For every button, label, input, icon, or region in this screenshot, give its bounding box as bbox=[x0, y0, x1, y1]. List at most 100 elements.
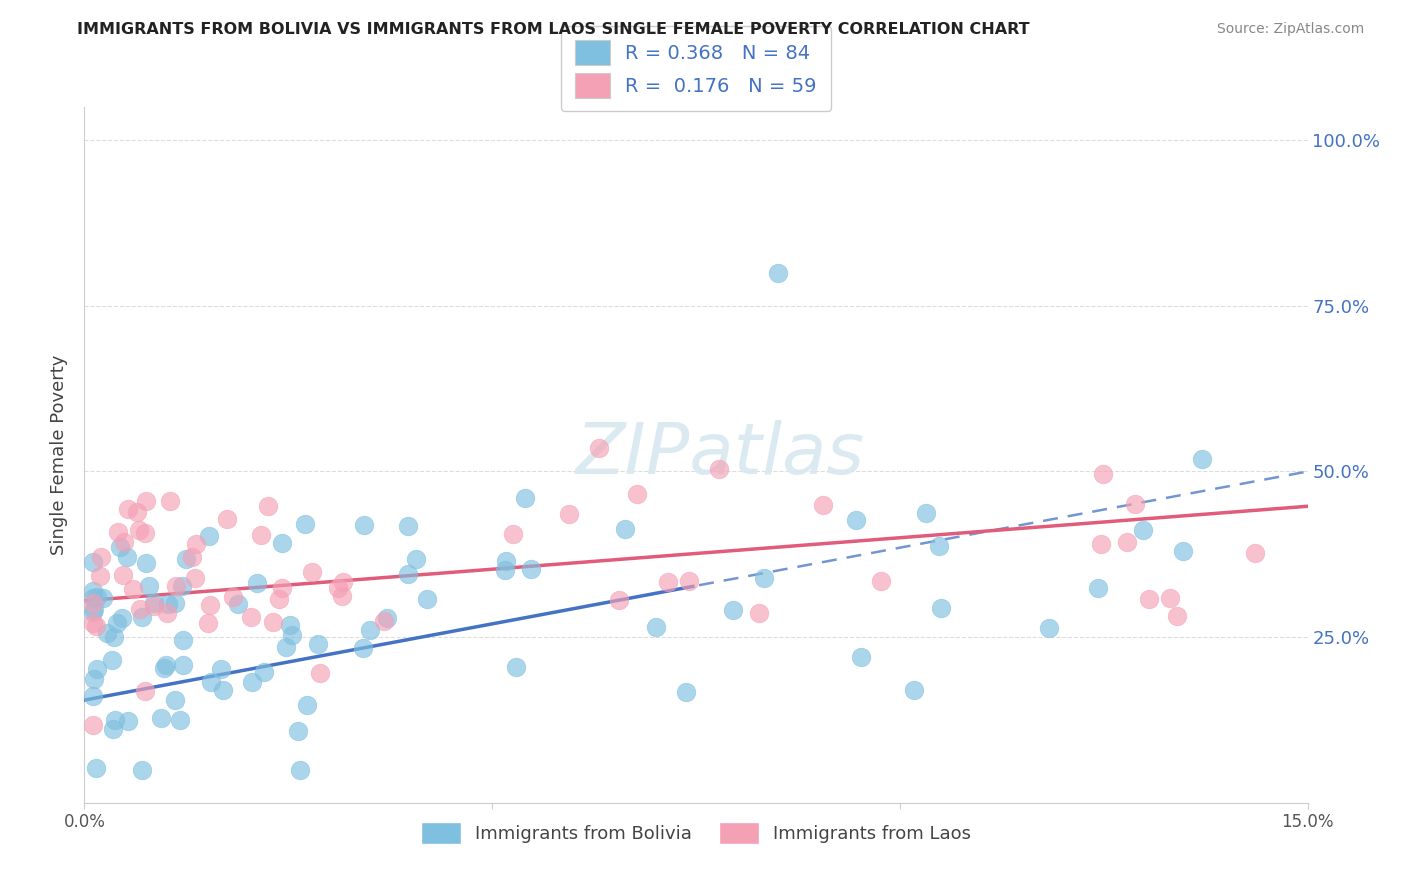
Point bbox=[107, 525, 129, 540]
Point bbox=[1090, 537, 1112, 551]
Point bbox=[721, 602, 744, 616]
Point bbox=[607, 592, 630, 607]
Point bbox=[152, 661, 174, 675]
Point bbox=[359, 623, 381, 637]
Point bbox=[495, 554, 517, 568]
Point bbox=[1123, 498, 1146, 512]
Point bbox=[83, 601, 105, 615]
Point bbox=[505, 660, 527, 674]
Point bbox=[138, 579, 160, 593]
Point bbox=[295, 698, 318, 713]
Point bbox=[117, 501, 139, 516]
Point bbox=[86, 590, 108, 604]
Point bbox=[108, 541, 131, 555]
Point bbox=[172, 633, 194, 648]
Point bbox=[170, 579, 193, 593]
Point bbox=[1132, 524, 1154, 538]
Point bbox=[176, 551, 198, 566]
Point bbox=[84, 619, 107, 633]
Text: Source: ZipAtlas.com: Source: ZipAtlas.com bbox=[1216, 22, 1364, 37]
Point bbox=[709, 461, 731, 475]
Point bbox=[353, 518, 375, 533]
Text: IMMIGRANTS FROM BOLIVIA VS IMMIGRANTS FROM LAOS SINGLE FEMALE POVERTY CORRELATIO: IMMIGRANTS FROM BOLIVIA VS IMMIGRANTS FR… bbox=[77, 22, 1031, 37]
Point bbox=[515, 491, 537, 505]
Legend: Immigrants from Bolivia, Immigrants from Laos: Immigrants from Bolivia, Immigrants from… bbox=[412, 813, 980, 853]
Point bbox=[117, 714, 139, 729]
Point bbox=[307, 637, 329, 651]
Point bbox=[929, 601, 952, 615]
Point bbox=[276, 640, 298, 654]
Point bbox=[278, 617, 301, 632]
Point bbox=[396, 519, 419, 533]
Point bbox=[89, 569, 111, 583]
Point bbox=[396, 567, 419, 582]
Point bbox=[375, 611, 398, 625]
Point bbox=[112, 535, 135, 549]
Point bbox=[93, 591, 115, 606]
Point bbox=[155, 657, 177, 672]
Point bbox=[103, 722, 125, 736]
Point bbox=[849, 649, 872, 664]
Point bbox=[217, 512, 239, 526]
Point bbox=[209, 661, 232, 675]
Point bbox=[613, 522, 636, 536]
Point bbox=[83, 672, 105, 686]
Point bbox=[494, 563, 516, 577]
Point bbox=[143, 599, 166, 613]
Point bbox=[502, 526, 524, 541]
Point bbox=[269, 591, 291, 606]
Point bbox=[330, 589, 353, 603]
Point bbox=[156, 597, 179, 611]
Point bbox=[270, 581, 292, 595]
Point bbox=[870, 574, 893, 588]
Point bbox=[165, 595, 187, 609]
Point bbox=[82, 583, 104, 598]
Point bbox=[250, 528, 273, 542]
Point bbox=[240, 674, 263, 689]
Point bbox=[845, 513, 868, 527]
Point bbox=[1092, 467, 1115, 482]
Point bbox=[198, 529, 221, 543]
Point bbox=[86, 761, 108, 775]
Point bbox=[813, 498, 835, 512]
Point bbox=[1087, 582, 1109, 596]
Point bbox=[181, 550, 204, 565]
Point bbox=[103, 630, 125, 644]
Point bbox=[308, 665, 330, 680]
Point bbox=[115, 549, 138, 564]
Point bbox=[675, 685, 697, 699]
Point bbox=[752, 571, 775, 585]
Point bbox=[914, 507, 936, 521]
Point bbox=[352, 641, 374, 656]
Point bbox=[644, 619, 666, 633]
Point bbox=[169, 713, 191, 727]
Point bbox=[626, 487, 648, 501]
Point bbox=[657, 574, 679, 589]
Point bbox=[558, 507, 581, 521]
Point bbox=[111, 611, 134, 625]
Point bbox=[82, 605, 104, 619]
Point bbox=[903, 683, 925, 698]
Point bbox=[245, 576, 267, 591]
Point bbox=[1166, 608, 1188, 623]
Point bbox=[222, 591, 245, 605]
Point bbox=[142, 596, 165, 610]
Point bbox=[134, 684, 156, 698]
Point bbox=[82, 616, 104, 631]
Point bbox=[135, 556, 157, 570]
Y-axis label: Single Female Poverty: Single Female Poverty bbox=[51, 355, 69, 555]
Point bbox=[82, 718, 104, 732]
Point bbox=[287, 723, 309, 738]
Point bbox=[135, 494, 157, 508]
Point bbox=[373, 614, 395, 628]
Point bbox=[326, 581, 349, 595]
Point bbox=[332, 574, 354, 589]
Point bbox=[1244, 545, 1267, 559]
Point bbox=[86, 662, 108, 676]
Point bbox=[165, 693, 187, 707]
Point bbox=[131, 610, 153, 624]
Point bbox=[588, 442, 610, 456]
Point bbox=[228, 597, 250, 611]
Point bbox=[1191, 451, 1213, 466]
Point bbox=[82, 591, 104, 606]
